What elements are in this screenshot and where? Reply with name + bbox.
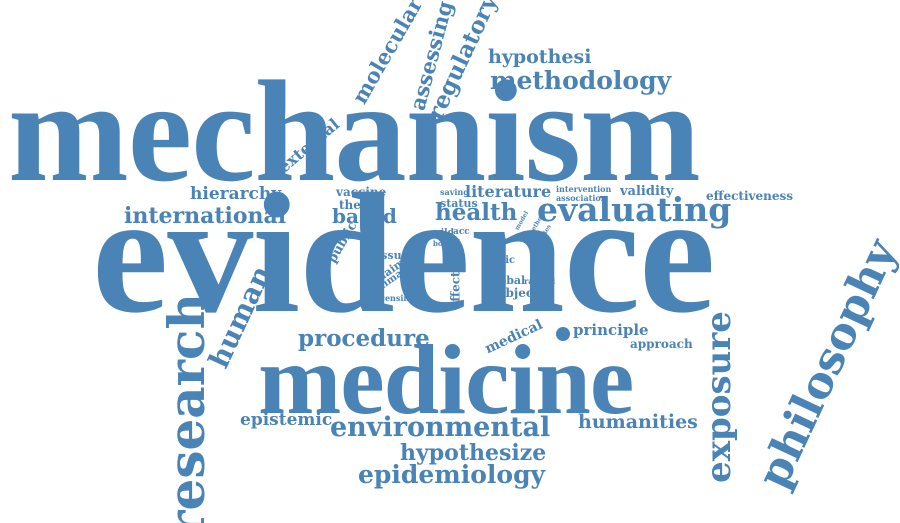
word-validity: validity [620, 184, 674, 199]
word-licensing: licensing [374, 293, 415, 303]
word-procedure: procedure [298, 325, 430, 352]
word-ethic: ethic [487, 255, 516, 266]
word-vaccine: vaccine [336, 185, 387, 199]
word-wild: wild [433, 228, 454, 238]
word-approach: approach [630, 337, 693, 351]
word-acc: acc [453, 227, 470, 237]
word-methodology: methodology [490, 66, 672, 95]
dot-mark [556, 327, 570, 341]
word-research: research [156, 293, 216, 523]
word-status: status [440, 197, 478, 210]
word-theory: theory [339, 198, 383, 212]
word-mechanism: mechanism [8, 52, 701, 212]
word-global: global [487, 274, 526, 287]
word-evidence: evidence [92, 159, 715, 349]
word-hypothesi: hypothesi [488, 46, 592, 68]
word-epistemic: epistemic [240, 410, 333, 430]
word-subject: subject [490, 286, 539, 300]
word-philosophy: philosophy [747, 231, 900, 497]
word-environmental: environmental [330, 412, 551, 443]
word-saving: saving [440, 187, 469, 197]
word-life: life [413, 261, 423, 274]
word-exposure: exposure [698, 311, 739, 483]
word-literature: literature [465, 182, 552, 201]
word-evaluating: evaluating [537, 190, 732, 229]
word-epidemiology: epidemiology [358, 460, 546, 489]
word-effectopen: effectopen [448, 238, 463, 310]
word-effectiveness: effectiveness [706, 189, 794, 203]
word-based: based [332, 204, 397, 228]
word-issue: issue [377, 249, 409, 262]
word-radical: radical [524, 276, 556, 286]
word-intervention: intervention [556, 184, 612, 194]
word-medicine: medicine [258, 324, 634, 435]
word-principle: principle [573, 321, 649, 339]
word-hypothesize: hypothesize [400, 440, 547, 466]
word-association: association [556, 193, 607, 203]
word-health: health [435, 199, 518, 226]
word-book: book [433, 239, 453, 248]
word-hierarchy: hierarchy [190, 184, 282, 204]
word-international: international [124, 203, 287, 229]
word-humanities: humanities [578, 411, 698, 433]
